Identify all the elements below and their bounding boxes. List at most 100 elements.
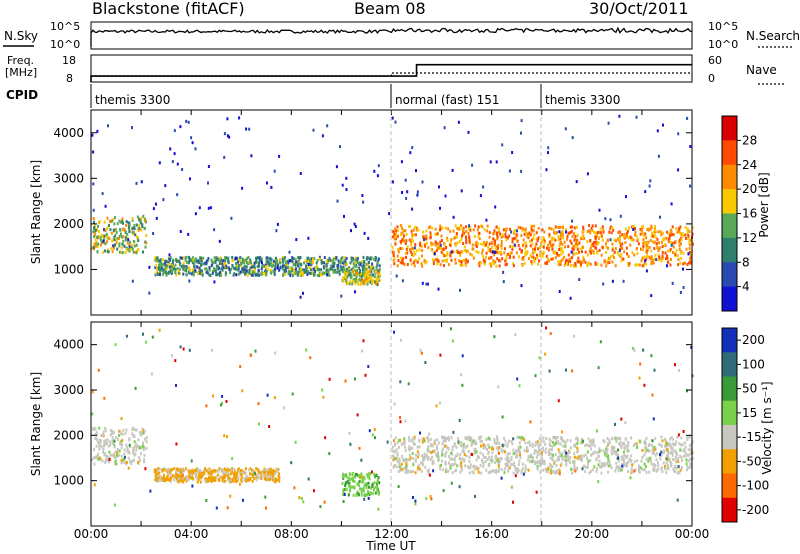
echo-cell: [356, 490, 359, 494]
echo-cell: [360, 493, 363, 497]
echo-cell: [581, 250, 583, 254]
echo-cell: [639, 362, 642, 366]
echo-cell: [474, 224, 477, 228]
echo-cell: [548, 233, 551, 237]
echo-cell: [118, 429, 120, 433]
echo-cell: [626, 444, 628, 448]
echo-cell: [600, 449, 603, 453]
echo-cell: [618, 459, 621, 463]
echo-cell: [454, 243, 457, 247]
echo-cell: [99, 440, 102, 444]
echo-cell: [498, 230, 501, 234]
echo-cell: [511, 151, 514, 154]
echo-cell: [422, 437, 425, 441]
echo-cell: [643, 453, 646, 457]
echo-cell: [492, 232, 495, 236]
echo-cell: [554, 437, 557, 441]
echo-cell: [669, 258, 672, 261]
echo-cell: [245, 127, 248, 131]
echo-cell: [528, 456, 531, 460]
echo-cell: [536, 253, 538, 257]
echo-cell: [667, 249, 670, 253]
echo-cell: [515, 233, 518, 237]
echo-cell: [240, 473, 243, 477]
echo-cell: [119, 232, 122, 236]
echo-cell: [517, 469, 520, 473]
echo-cell: [263, 471, 266, 475]
echo-cell: [356, 261, 359, 264]
echo-cell: [514, 474, 517, 478]
echo-cell: [266, 181, 268, 185]
echo-cell: [200, 269, 203, 273]
colorbar-swatch: [722, 164, 737, 190]
echo-cell: [270, 268, 273, 272]
echo-cell: [179, 256, 182, 260]
echo-cell: [552, 243, 555, 247]
echo-cell: [158, 467, 161, 471]
echo-cell: [143, 437, 146, 441]
echo-cell: [321, 271, 324, 275]
echo-cell: [131, 432, 134, 436]
echo-cell: [488, 470, 491, 474]
echo-cell: [621, 233, 624, 237]
echo-cell: [286, 263, 288, 267]
echo-cell: [341, 270, 344, 274]
echo-cell: [493, 253, 496, 257]
echo-cell: [646, 251, 648, 255]
echo-cell: [554, 256, 557, 260]
echo-cell: [348, 481, 351, 485]
echo-cell: [394, 227, 397, 231]
echo-cell: [493, 469, 496, 473]
echo-cell: [267, 260, 270, 264]
echo-cell: [178, 474, 181, 478]
echo-cell: [435, 241, 438, 245]
echo-cell: [414, 502, 417, 506]
echo-cell: [162, 198, 165, 202]
echo-cell: [669, 234, 671, 238]
echo-cell: [640, 225, 643, 229]
echo-cell: [436, 454, 439, 458]
echo-cell: [679, 261, 682, 265]
echo-cell: [125, 220, 128, 224]
echo-cell: [220, 267, 223, 271]
echo-cell: [529, 420, 532, 424]
echo-cell: [321, 134, 324, 138]
echo-cell: [462, 442, 465, 446]
echo-cell: [452, 215, 455, 219]
echo-cell: [418, 445, 421, 449]
echo-cell: [643, 264, 645, 268]
echo-cell: [515, 453, 518, 457]
echo-cell: [545, 254, 548, 258]
echo-cell: [193, 265, 196, 268]
echo-cell: [513, 461, 516, 465]
echo-cell: [491, 445, 494, 449]
echo-cell: [568, 258, 571, 261]
echo-cell: [589, 470, 592, 474]
echo-cell: [209, 479, 212, 482]
echo-cell: [457, 251, 460, 254]
echo-cell: [537, 226, 540, 230]
echo-cell: [615, 239, 618, 243]
echo-cell: [439, 243, 442, 247]
echo-cell: [289, 274, 292, 277]
echo-cell: [413, 250, 416, 254]
echo-cell: [503, 251, 506, 255]
echo-cell: [454, 444, 457, 448]
echo-cell: [489, 249, 492, 253]
echo-cell: [401, 454, 404, 458]
echo-cell: [124, 461, 127, 465]
echo-cell: [463, 259, 466, 262]
velocity-ylabel: Slant Range [km]: [29, 372, 43, 476]
echo-cell: [609, 255, 612, 259]
echo-cell: [263, 474, 266, 478]
echo-cell: [573, 232, 575, 236]
echo-cell: [126, 232, 129, 236]
echo-cell: [204, 467, 207, 471]
echo-cell: [430, 243, 433, 247]
echo-cell: [131, 243, 134, 247]
echo-cell: [365, 257, 368, 261]
echo-cell: [243, 477, 246, 481]
echo-cell: [488, 436, 490, 440]
echo-cell: [110, 247, 113, 251]
echo-cell: [518, 441, 521, 445]
